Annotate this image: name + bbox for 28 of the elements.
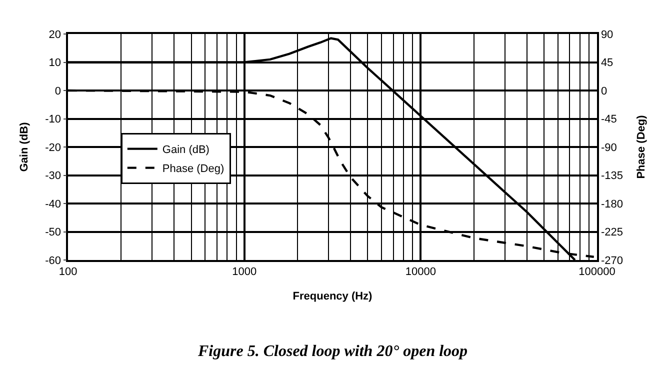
y2-axis-title: Phase (Deg) (636, 114, 648, 179)
y2-tick-label: -135 (600, 170, 623, 182)
y-tick-label: -10 (45, 114, 62, 126)
y-tick-label: 0 (54, 85, 62, 98)
y-tick-label: -60 (45, 254, 62, 267)
caption: Figure 5. Closed loop with 20° open loop (197, 343, 468, 360)
legend-label: Gain (dB) (162, 144, 210, 156)
y-tick-label: -20 (45, 142, 62, 154)
y-tick-label: -50 (45, 226, 62, 239)
x-tick-label: 100000 (578, 266, 616, 278)
legend-label: Phase (Deg) (162, 163, 224, 176)
x-tick-label: 100 (58, 266, 78, 278)
y2-tick-label: 0 (600, 85, 608, 98)
y2-tick-label: -225 (600, 226, 623, 239)
y-tick-label: 20 (48, 28, 62, 41)
y2-tick-label: 90 (600, 28, 614, 41)
y2-tick-label: -270 (600, 254, 623, 267)
y2-tick-label: -90 (600, 142, 617, 154)
y-tick-label: 10 (48, 57, 62, 70)
y-tick-label: -30 (45, 170, 62, 182)
x-tick-label: 10000 (405, 266, 436, 278)
x-tick-label: 1000 (232, 266, 257, 278)
y2-tick-label: 45 (600, 57, 614, 70)
y-axis-title: Gain (dB) (18, 122, 30, 172)
y2-tick-label: -180 (600, 198, 623, 210)
y2-tick-label: -45 (600, 114, 617, 126)
y-tick-label: -40 (45, 198, 62, 210)
x-axis-title: Frequency (Hz) (292, 290, 373, 303)
